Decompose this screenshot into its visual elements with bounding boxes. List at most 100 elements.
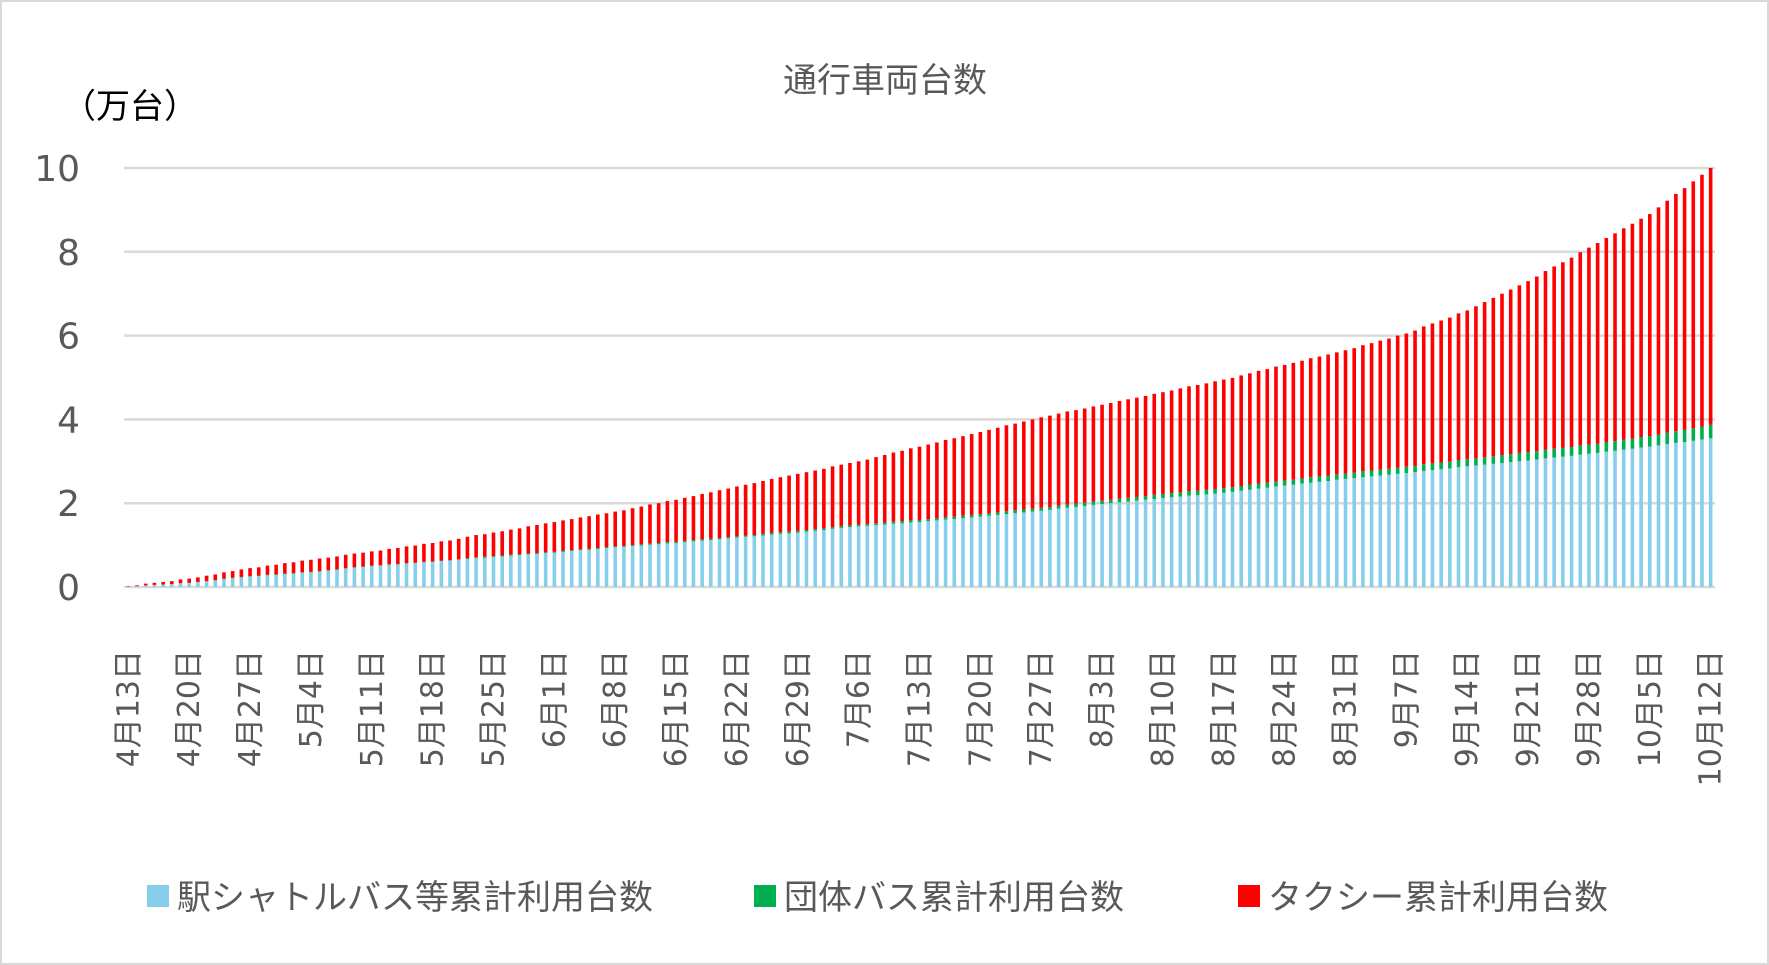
bar-segment-series-0: [1178, 496, 1183, 587]
bar-segment-series-0: [1665, 444, 1669, 587]
bar-segment-series-0: [865, 525, 870, 587]
bar-segment-series-0: [1300, 483, 1304, 587]
bar-segment-series-2: [1152, 393, 1157, 495]
bar-segment-series-0: [161, 584, 165, 587]
x-tick-label: 7月27日: [1024, 650, 1059, 767]
bar-segment-series-1: [465, 558, 470, 559]
bar-segment-series-2: [1161, 392, 1165, 494]
bar-segment-series-0: [422, 562, 426, 587]
bar-segment-series-0: [1691, 440, 1696, 587]
bar-segment-series-2: [856, 461, 861, 525]
bar-segment-series-1: [804, 530, 809, 532]
bar-segment-series-2: [1621, 228, 1626, 440]
bar-segment-series-2: [1248, 373, 1252, 485]
bar-segment-series-0: [709, 540, 713, 587]
bar-segment-series-1: [1282, 480, 1287, 486]
bar-segment-series-1: [1552, 448, 1556, 458]
bar-segment-series-2: [230, 571, 235, 578]
bar-segment-series-2: [935, 442, 939, 519]
bar-segment-series-1: [1439, 462, 1443, 470]
bar-segment-series-0: [1561, 456, 1565, 587]
bar-segment-series-0: [1534, 459, 1539, 587]
bar-segment-series-0: [1239, 490, 1243, 587]
bar-segment-series-2: [1195, 385, 1200, 491]
bar-segment-series-0: [1378, 475, 1383, 587]
bar-segment-series-2: [474, 535, 478, 558]
bar-segment-series-0: [526, 554, 531, 587]
bar-segment-series-1: [1291, 479, 1296, 485]
bar-segment-series-1: [969, 514, 974, 518]
bar-segment-series-0: [248, 576, 252, 587]
x-tick-label: 10月5日: [1633, 650, 1668, 767]
x-tick-label: 7月13日: [903, 650, 938, 767]
bar-segment-series-1: [1674, 431, 1678, 443]
y-tick-label: 10: [34, 149, 80, 190]
bar-segment-series-0: [969, 517, 974, 587]
bar-segment-series-0: [369, 566, 374, 587]
bar-segment-series-0: [726, 538, 731, 587]
legend: 駅シャトルバス等累計利用台数 団体バス累計利用台数 タクシー累計利用台数: [147, 878, 1608, 918]
bar-segment-series-2: [1187, 386, 1191, 492]
bar-segment-series-2: [1639, 218, 1643, 437]
bar-segment-series-0: [1152, 499, 1157, 587]
bar-segment-series-0: [135, 586, 139, 587]
bar-segment-series-2: [917, 446, 922, 520]
bar-segment-series-0: [1204, 494, 1209, 587]
bar-segment-series-0: [1082, 506, 1087, 587]
bar-segment-series-0: [517, 555, 522, 587]
bar-segment-series-0: [1448, 468, 1452, 587]
bar-segment-series-1: [1152, 494, 1157, 500]
bar-segment-series-1: [1639, 436, 1643, 448]
bar-segment-series-0: [1065, 507, 1070, 587]
bar-segment-series-1: [1482, 457, 1487, 465]
bar-segment-series-0: [1465, 466, 1470, 587]
y-tick-label: 6: [57, 317, 80, 358]
bar-segment-series-0: [1343, 478, 1348, 587]
bar-segment-series-2: [1700, 174, 1704, 427]
bar-segment-series-0: [230, 578, 235, 587]
bar-segment-series-0: [1335, 479, 1339, 587]
bar-segment-series-2: [1569, 257, 1574, 448]
bar-segment-series-0: [326, 570, 331, 587]
legend-label: 駅シャトルバス等累計利用台数: [177, 878, 653, 918]
bar-segment-series-2: [995, 427, 1000, 513]
bar-segment-series-2: [909, 448, 913, 521]
bar-segment-series-1: [1665, 432, 1669, 445]
bar-segment-series-1: [1308, 477, 1313, 483]
bar-segment-series-0: [1221, 492, 1226, 587]
bar-segment-series-2: [1091, 406, 1096, 502]
bar-segment-series-1: [691, 540, 696, 542]
bar-segment-series-0: [178, 583, 183, 587]
bar-segment-series-1: [1474, 458, 1478, 466]
bar-segment-series-0: [674, 543, 678, 587]
bar-segment-series-1: [1700, 426, 1704, 440]
bar-segment-series-1: [1074, 503, 1078, 507]
x-tick-label: 4月27日: [233, 650, 268, 767]
bar-segment-series-0: [213, 580, 218, 587]
bar-segment-series-1: [682, 540, 687, 543]
bar-segment-series-2: [1482, 302, 1487, 458]
bar-segment-series-2: [1143, 395, 1148, 497]
bar-segment-series-1: [1387, 468, 1391, 475]
bar-segment-series-2: [717, 490, 722, 538]
bar-segment-series-1: [1604, 442, 1609, 452]
bar-segment-series-2: [1300, 360, 1304, 479]
bar-segment-series-2: [222, 572, 226, 579]
bar-segment-series-2: [952, 438, 957, 517]
bar-segment-series-0: [1161, 498, 1165, 587]
bar-segment-series-1: [1135, 496, 1139, 501]
bar-segment-series-2: [543, 523, 548, 553]
bar-segment-series-1: [1561, 447, 1565, 457]
bar-segment-series-2: [1178, 388, 1183, 493]
x-tick-label: 10月12日: [1694, 650, 1729, 786]
bar-segment-series-2: [761, 480, 765, 534]
bar-segment-series-2: [265, 565, 270, 575]
bar-segment-series-0: [691, 541, 696, 587]
bar-segment-series-2: [448, 540, 452, 561]
bar-segment-series-2: [1448, 317, 1452, 462]
bar-segment-series-1: [1421, 464, 1426, 471]
bar-segment-series-2: [813, 470, 817, 530]
bar-segment-series-2: [865, 459, 870, 525]
bar-segment-series-0: [1135, 500, 1139, 587]
